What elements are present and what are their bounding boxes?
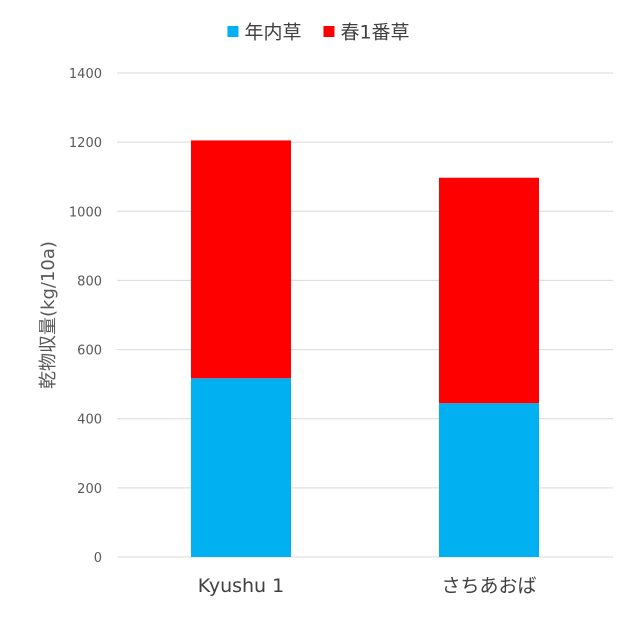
y-tick-label: 600 — [77, 344, 102, 359]
bar-segment — [439, 403, 539, 557]
y-axis-title: 乾物収量(kg/10a) — [38, 241, 59, 389]
y-tick-label: 1400 — [69, 67, 102, 82]
legend-label: 春1番草 — [340, 22, 409, 44]
y-tick-label: 1000 — [69, 205, 102, 220]
legend-swatch — [323, 26, 335, 37]
x-category-label: さちあおば — [441, 575, 536, 597]
x-category-label: Kyushu 1 — [198, 575, 284, 597]
y-tick-label: 400 — [77, 413, 102, 428]
y-axis-ticks: 0 200 400 600 800 1000 1200 1400 — [69, 67, 102, 566]
y-tick-label: 0 — [94, 551, 102, 566]
legend-swatch — [227, 26, 239, 37]
bars — [191, 140, 539, 557]
x-axis-labels: Kyushu 1 さちあおば — [198, 575, 537, 597]
bar-segment — [439, 177, 539, 404]
legend: 年内草 春1番草 — [227, 22, 410, 44]
bar-segment — [191, 140, 291, 379]
y-tick-label: 200 — [77, 482, 102, 497]
y-tick-label: 1200 — [69, 136, 102, 151]
y-tick-label: 800 — [77, 274, 102, 289]
legend-label: 年内草 — [244, 22, 301, 44]
bar-segment — [191, 378, 291, 557]
